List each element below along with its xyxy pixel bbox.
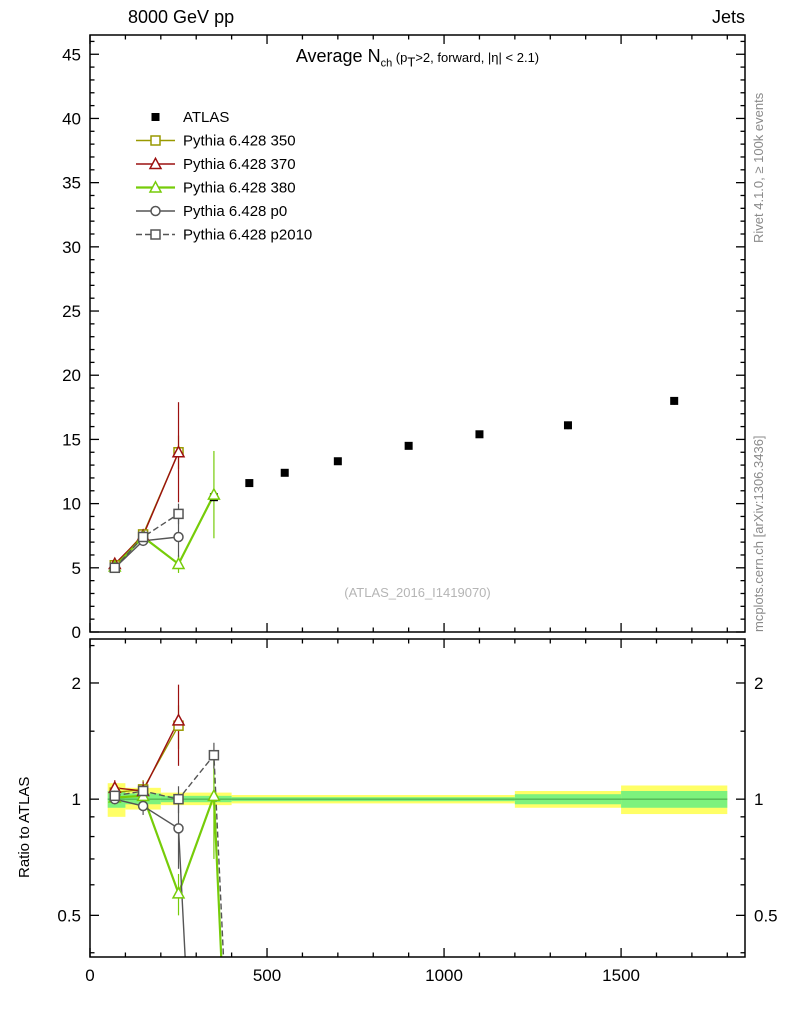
svg-text:Pythia 6.428 350: Pythia 6.428 350 bbox=[183, 133, 296, 150]
marker-triangle-open bbox=[171, 886, 186, 899]
marker-square-filled bbox=[404, 441, 413, 450]
marker-square-filled bbox=[151, 113, 160, 121]
marker-square-filled bbox=[280, 468, 289, 477]
series-line bbox=[114, 451, 180, 566]
marker-square-filled bbox=[563, 421, 572, 430]
svg-text:Pythia 6.428 380: Pythia 6.428 380 bbox=[183, 180, 296, 197]
marker-circle-open bbox=[150, 205, 161, 217]
svg-text:ATLAS: ATLAS bbox=[183, 109, 229, 126]
svg-text:Pythia 6.428 370: Pythia 6.428 370 bbox=[183, 156, 296, 173]
svg-text:2: 2 bbox=[72, 674, 81, 693]
series-atlas bbox=[114, 397, 675, 571]
marker-triangle-open bbox=[148, 180, 163, 193]
svg-text:30: 30 bbox=[62, 238, 81, 257]
marker-triangle-open bbox=[171, 713, 186, 726]
title-paren-post: >2, forward, |η| < 2.1) bbox=[415, 50, 540, 65]
svg-text:1000: 1000 bbox=[425, 966, 463, 985]
svg-text:5: 5 bbox=[72, 559, 81, 578]
title-sub-ch: ch bbox=[380, 57, 393, 70]
main-panel-frame bbox=[89, 34, 746, 633]
series-line bbox=[113, 494, 215, 568]
process-label: Jets bbox=[711, 7, 745, 27]
svg-text:40: 40 bbox=[62, 109, 81, 128]
series-line bbox=[114, 451, 180, 565]
svg-text:1: 1 bbox=[754, 790, 763, 809]
marker-triangle-open bbox=[171, 556, 186, 570]
svg-text:10: 10 bbox=[62, 495, 81, 514]
marker-square-filled bbox=[475, 430, 484, 439]
marker-square-open bbox=[173, 793, 184, 805]
svg-text:15: 15 bbox=[62, 430, 81, 449]
svg-text:0: 0 bbox=[72, 623, 81, 642]
svg-text:Pythia 6.428 p0: Pythia 6.428 p0 bbox=[183, 203, 287, 220]
beam-energy-label: 8000 GeV pp bbox=[128, 7, 235, 27]
svg-text:35: 35 bbox=[62, 174, 81, 193]
marker-square-open bbox=[208, 749, 220, 761]
svg-text:0.5: 0.5 bbox=[57, 906, 81, 925]
svg-text:20: 20 bbox=[62, 366, 81, 385]
mcplots-reference-note: mcplots.cern.ch [arXiv:1306.3436] bbox=[751, 435, 766, 632]
marker-triangle-open bbox=[207, 788, 221, 802]
marker-square-filled bbox=[670, 396, 679, 405]
marker-square-open bbox=[137, 531, 149, 543]
plot-title: Average Nch (pT>2, forward, |η| < 2.1) bbox=[90, 46, 745, 70]
ratio-panel-content bbox=[107, 684, 728, 957]
marker-square-open bbox=[137, 785, 149, 797]
series-pythia-6-428-350 bbox=[114, 435, 180, 570]
ratio-panel-frame bbox=[89, 638, 746, 958]
main-panel-content bbox=[108, 396, 679, 574]
svg-text:45: 45 bbox=[62, 45, 81, 64]
series-line bbox=[114, 798, 186, 957]
marker-square-open bbox=[173, 508, 184, 520]
marker-square-filled bbox=[333, 457, 342, 466]
title-main: Average N bbox=[295, 46, 381, 66]
marker-square-open bbox=[109, 790, 121, 802]
marker-square-open bbox=[109, 562, 121, 574]
marker-circle-open bbox=[137, 800, 149, 812]
series-line bbox=[114, 794, 223, 957]
ratio-axis-label: Ratio to ATLAS bbox=[16, 776, 33, 878]
svg-text:2: 2 bbox=[754, 674, 763, 693]
svg-text:25: 25 bbox=[62, 302, 81, 321]
marker-triangle-open bbox=[171, 444, 186, 458]
series-line bbox=[114, 720, 180, 792]
marker-square-open bbox=[150, 135, 161, 146]
svg-text:1500: 1500 bbox=[602, 966, 640, 985]
marker-circle-open bbox=[173, 531, 184, 543]
analysis-id-watermark: (ATLAS_2016_I1419070) bbox=[344, 585, 491, 600]
series-pythia-6-428-p2010 bbox=[114, 742, 225, 957]
svg-text:Pythia 6.428 p2010: Pythia 6.428 p2010 bbox=[183, 227, 312, 244]
title-paren-pre: (p bbox=[392, 50, 408, 65]
rivet-version-note: Rivet 4.1.0, ≥ 100k events bbox=[751, 92, 766, 243]
svg-text:0.5: 0.5 bbox=[754, 906, 778, 925]
marker-square-filled bbox=[245, 479, 254, 488]
series-pythia-6-428-380 bbox=[113, 450, 215, 573]
svg-text:1: 1 bbox=[72, 790, 81, 809]
legend: ATLAS Pythia 6.428 350 Pythia 6.428 370 Pyt… bbox=[136, 109, 312, 244]
marker-triangle-open bbox=[207, 487, 221, 500]
title-sub-t: T bbox=[407, 54, 416, 70]
svg-text:500: 500 bbox=[253, 966, 281, 985]
marker-square-open bbox=[150, 229, 161, 240]
svg-text:0: 0 bbox=[85, 966, 94, 985]
marker-circle-open bbox=[173, 823, 184, 834]
marker-triangle-open bbox=[148, 156, 163, 170]
